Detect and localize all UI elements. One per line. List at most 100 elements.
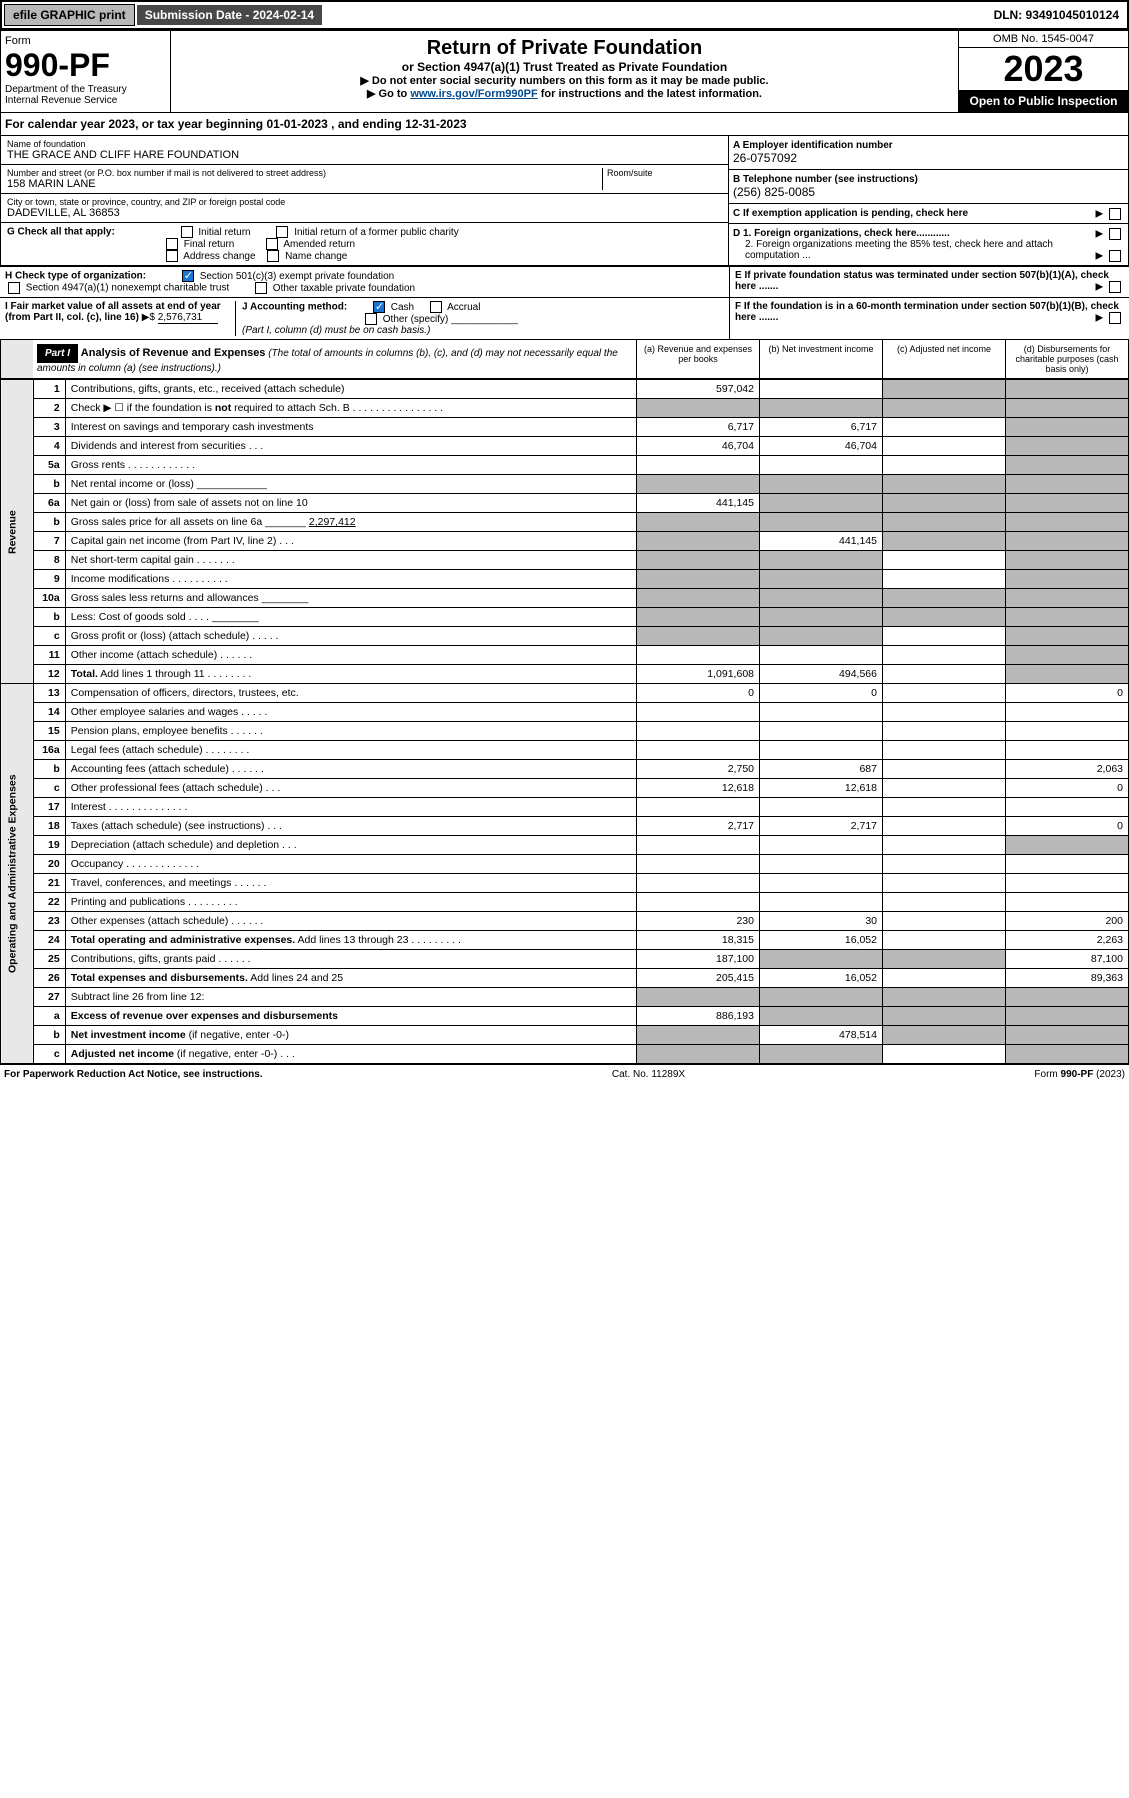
amount-cell bbox=[883, 703, 1006, 722]
amount-cell bbox=[883, 418, 1006, 437]
amount-cell bbox=[883, 817, 1006, 836]
amount-cell bbox=[1006, 532, 1129, 551]
amount-cell bbox=[760, 1045, 883, 1064]
line-description: Contributions, gifts, grants paid . . . … bbox=[65, 950, 636, 969]
line-number: b bbox=[33, 475, 65, 494]
table-row: 14Other employee salaries and wages . . … bbox=[1, 703, 1129, 722]
j-accrual-checkbox[interactable] bbox=[430, 301, 442, 313]
col-c-header: (c) Adjusted net income bbox=[882, 340, 1005, 378]
amount-cell: 597,042 bbox=[637, 380, 760, 399]
line-number: 19 bbox=[33, 836, 65, 855]
table-row: 23Other expenses (attach schedule) . . .… bbox=[1, 912, 1129, 931]
line-number: 27 bbox=[33, 988, 65, 1007]
amount-cell bbox=[883, 874, 1006, 893]
j-other: Other (specify) bbox=[383, 314, 449, 325]
form-header-left: Form 990-PF Department of the Treasury I… bbox=[1, 31, 171, 112]
amount-cell bbox=[760, 608, 883, 627]
h-4947-checkbox[interactable] bbox=[8, 282, 20, 294]
amount-cell bbox=[1006, 475, 1129, 494]
amount-cell bbox=[760, 950, 883, 969]
table-row: 16aLegal fees (attach schedule) . . . . … bbox=[1, 741, 1129, 760]
table-row: Operating and Administrative Expenses13C… bbox=[1, 684, 1129, 703]
line-description: Occupancy . . . . . . . . . . . . . bbox=[65, 855, 636, 874]
name-label: Name of foundation bbox=[7, 139, 722, 149]
final-return-checkbox[interactable] bbox=[166, 238, 178, 250]
line-description: Income modifications . . . . . . . . . . bbox=[65, 570, 636, 589]
address-change-checkbox[interactable] bbox=[166, 250, 178, 262]
line-number: 17 bbox=[33, 798, 65, 817]
table-row: 25Contributions, gifts, grants paid . . … bbox=[1, 950, 1129, 969]
amount-cell bbox=[637, 722, 760, 741]
amount-cell bbox=[883, 1026, 1006, 1045]
amount-cell: 2,717 bbox=[637, 817, 760, 836]
amount-cell: 187,100 bbox=[637, 950, 760, 969]
table-row: bAccounting fees (attach schedule) . . .… bbox=[1, 760, 1129, 779]
amount-cell bbox=[760, 589, 883, 608]
c-checkbox[interactable] bbox=[1109, 208, 1121, 220]
form990pf-link[interactable]: www.irs.gov/Form990PF bbox=[410, 88, 537, 100]
table-row: 19Depreciation (attach schedule) and dep… bbox=[1, 836, 1129, 855]
amount-cell bbox=[760, 798, 883, 817]
amount-cell bbox=[1006, 399, 1129, 418]
table-row: 7Capital gain net income (from Part IV, … bbox=[1, 532, 1129, 551]
table-row: 5aGross rents . . . . . . . . . . . . bbox=[1, 456, 1129, 475]
name-change-checkbox[interactable] bbox=[267, 250, 279, 262]
amount-cell: 6,717 bbox=[637, 418, 760, 437]
efile-print-button[interactable]: efile GRAPHIC print bbox=[4, 4, 135, 26]
line-description: Compensation of officers, directors, tru… bbox=[65, 684, 636, 703]
amount-cell bbox=[637, 399, 760, 418]
line-number: 16a bbox=[33, 741, 65, 760]
line-description: Other income (attach schedule) . . . . .… bbox=[65, 646, 636, 665]
line-description: Gross sales price for all assets on line… bbox=[65, 513, 636, 532]
amount-cell bbox=[637, 874, 760, 893]
d2-checkbox[interactable] bbox=[1109, 250, 1121, 262]
amended-checkbox[interactable] bbox=[266, 238, 278, 250]
line-number: c bbox=[33, 779, 65, 798]
amount-cell bbox=[883, 532, 1006, 551]
amount-cell bbox=[1006, 722, 1129, 741]
line-description: Other professional fees (attach schedule… bbox=[65, 779, 636, 798]
amount-cell bbox=[883, 570, 1006, 589]
opt-amended: Amended return bbox=[283, 239, 355, 250]
h-501c3-checkbox[interactable] bbox=[182, 270, 194, 282]
line-number: 23 bbox=[33, 912, 65, 931]
e-label: E If private foundation status was termi… bbox=[735, 270, 1109, 292]
line-number: b bbox=[33, 608, 65, 627]
amount-cell bbox=[760, 380, 883, 399]
amount-cell: 1,091,608 bbox=[637, 665, 760, 684]
amount-cell bbox=[637, 988, 760, 1007]
col-d-header: (d) Disbursements for charitable purpose… bbox=[1005, 340, 1128, 378]
e-checkbox[interactable] bbox=[1109, 281, 1121, 293]
f-checkbox[interactable] bbox=[1109, 312, 1121, 324]
line-description: Net short-term capital gain . . . . . . … bbox=[65, 551, 636, 570]
form-number: 990-PF bbox=[5, 47, 166, 84]
f-label: F If the foundation is in a 60-month ter… bbox=[735, 301, 1119, 323]
line-description: Interest . . . . . . . . . . . . . . bbox=[65, 798, 636, 817]
h-other-checkbox[interactable] bbox=[255, 282, 267, 294]
j-cash-checkbox[interactable] bbox=[373, 301, 385, 313]
table-row: 20Occupancy . . . . . . . . . . . . . bbox=[1, 855, 1129, 874]
amount-cell: 205,415 bbox=[637, 969, 760, 988]
table-row: 8Net short-term capital gain . . . . . .… bbox=[1, 551, 1129, 570]
j-other-checkbox[interactable] bbox=[365, 313, 377, 325]
table-row: 4Dividends and interest from securities … bbox=[1, 437, 1129, 456]
line-description: Taxes (attach schedule) (see instruction… bbox=[65, 817, 636, 836]
opt-initial-former: Initial return of a former public charit… bbox=[294, 227, 459, 238]
line-description: Interest on savings and temporary cash i… bbox=[65, 418, 636, 437]
amount-cell bbox=[883, 513, 1006, 532]
line-number: 15 bbox=[33, 722, 65, 741]
table-row: cGross profit or (loss) (attach schedule… bbox=[1, 627, 1129, 646]
line-description: Other expenses (attach schedule) . . . .… bbox=[65, 912, 636, 931]
initial-return-checkbox[interactable] bbox=[181, 226, 193, 238]
amount-cell bbox=[637, 589, 760, 608]
amount-cell: 87,100 bbox=[1006, 950, 1129, 969]
line-number: 5a bbox=[33, 456, 65, 475]
d1-checkbox[interactable] bbox=[1109, 228, 1121, 240]
initial-former-checkbox[interactable] bbox=[276, 226, 288, 238]
amount-cell bbox=[1006, 1007, 1129, 1026]
line-description: Total operating and administrative expen… bbox=[65, 931, 636, 950]
amount-cell bbox=[883, 437, 1006, 456]
line-description: Contributions, gifts, grants, etc., rece… bbox=[65, 380, 636, 399]
amount-cell bbox=[883, 741, 1006, 760]
table-row: 27Subtract line 26 from line 12: bbox=[1, 988, 1129, 1007]
